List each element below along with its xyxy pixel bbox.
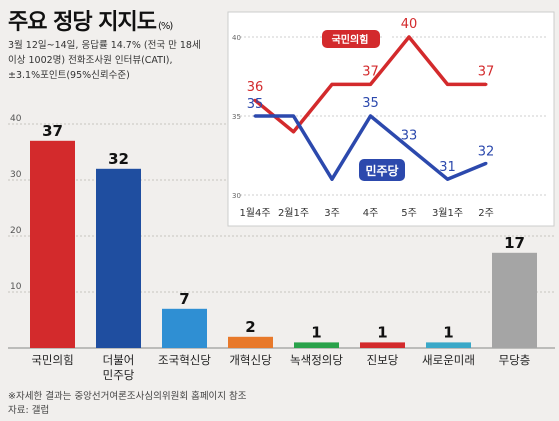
category-label: 더불어 [103, 353, 135, 367]
category-label: 조국혁신당 [158, 353, 211, 367]
series-point-label: 32 [478, 144, 495, 159]
bar [426, 342, 471, 348]
inset-x-tick-label: 3월1주 [432, 207, 463, 219]
bar-value-label: 32 [108, 150, 129, 168]
bar-value-label: 2 [245, 318, 255, 336]
bar-value-label: 37 [42, 122, 63, 140]
legend-label: 국민의힘 [332, 33, 369, 46]
series-point-label: 35 [247, 97, 264, 112]
legend-icon [383, 34, 391, 42]
inset-x-tick-label: 5주 [401, 208, 417, 219]
bar-value-label: 1 [443, 323, 453, 341]
survey-line: 이상 1002명) 전화조사원 인터뷰(CATI), [8, 55, 173, 66]
series-point [446, 82, 449, 86]
series-point-label: 31 [439, 160, 456, 175]
survey-info: 3월 12일~14일, 응답률 14.7% (전국 만 18세 이상 1002명… [8, 38, 238, 83]
survey-line: ±3.1%포인트(95%신뢰수준) [8, 70, 130, 81]
survey-line: 3월 12일~14일, 응답률 14.7% (전국 만 18세 [8, 40, 201, 51]
bar-value-label: 1 [377, 323, 387, 341]
series-point [484, 82, 488, 86]
footer: ※자세한 결과는 중앙선거여론조사심의위원회 홈페이지 참조 자료: 갤럽 [8, 390, 247, 418]
series-point [369, 114, 372, 118]
series-point [330, 82, 334, 86]
category-label: 민주당 [103, 368, 135, 382]
bar [30, 140, 75, 348]
y-tick-label: 10 [10, 282, 22, 292]
series-point [253, 114, 257, 118]
category-label: 국민의힘 [31, 353, 73, 367]
bar [360, 342, 405, 348]
bar [96, 168, 141, 348]
y-tick-label: 40 [10, 114, 22, 124]
bar [162, 308, 207, 348]
category-label: 개혁신당 [229, 353, 272, 367]
category-label: 무당층 [499, 353, 531, 367]
inset-x-tick-label: 4주 [363, 208, 379, 219]
series-point [484, 161, 488, 165]
series-point-label: 35 [362, 96, 379, 111]
legend-label: 민주당 [365, 163, 398, 178]
title-text: 주요 정당 지지도 [8, 10, 157, 35]
series-point-label: 36 [247, 80, 264, 95]
y-tick-label: 20 [10, 226, 22, 236]
series-point [330, 177, 334, 181]
inset-x-tick-label: 1월4주 [239, 207, 270, 219]
y-tick-label: 30 [10, 170, 22, 180]
inset-x-tick-label: 2주 [478, 208, 494, 219]
category-label: 녹색정의당 [290, 353, 343, 367]
series-point-label: 33 [401, 129, 418, 144]
series-point-label: 40 [401, 17, 418, 32]
category-label: 진보당 [367, 353, 399, 367]
footer-source: 자료: 갤럽 [8, 405, 50, 416]
chart-title: 주요 정당 지지도 (%) [8, 4, 173, 36]
series-point [446, 177, 449, 181]
inset-x-tick-label: 3주 [324, 208, 340, 219]
legend-tag-ppp [322, 30, 380, 48]
title-unit: (%) [158, 21, 173, 32]
inset-y-tick-label: 30 [232, 192, 241, 200]
bar [492, 252, 537, 348]
inset-panel [227, 11, 555, 227]
bar [228, 336, 273, 348]
bar [294, 342, 339, 348]
series-point [407, 146, 411, 150]
series-point [292, 130, 295, 134]
series-point [292, 114, 295, 118]
bar-value-label: 7 [179, 290, 189, 308]
series-point [253, 98, 257, 102]
bar-value-label: 17 [504, 234, 525, 252]
series-point [407, 35, 411, 39]
series-point-label: 37 [362, 64, 379, 79]
series-point [369, 82, 372, 86]
series-point-label: 37 [478, 64, 495, 79]
inset-y-tick-label: 35 [232, 113, 241, 121]
legend-tag-dp [359, 159, 405, 181]
inset-x-tick-label: 2월1주 [278, 207, 309, 219]
inset-y-tick-label: 40 [232, 34, 241, 42]
footer-note: ※자세한 결과는 중앙선거여론조사심의위원회 홈페이지 참조 [8, 391, 247, 402]
category-label: 새로운미래 [422, 353, 475, 367]
bar-value-label: 1 [311, 323, 321, 341]
